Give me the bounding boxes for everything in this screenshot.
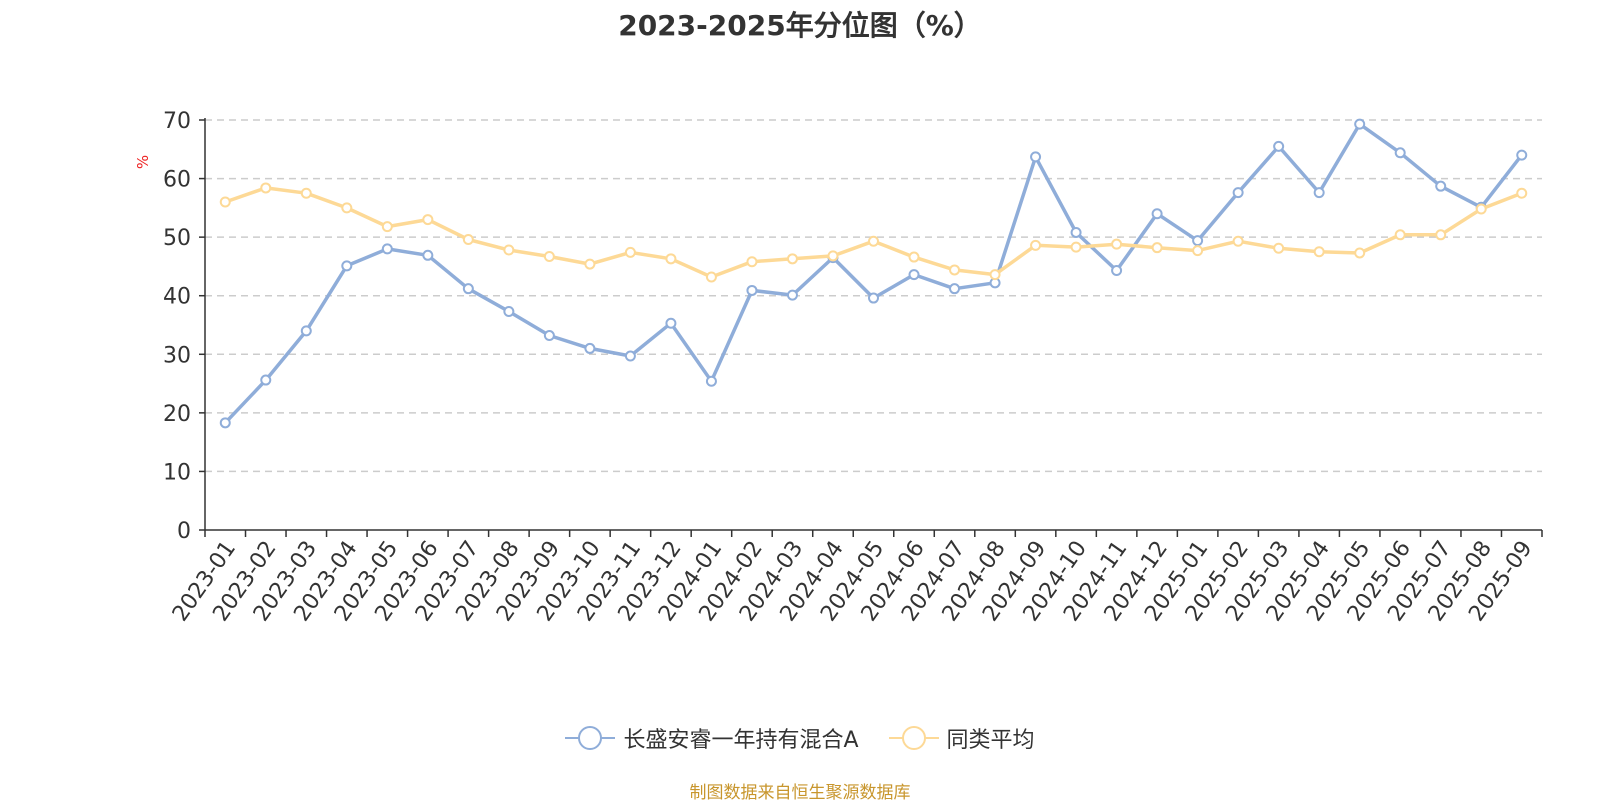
- data-point-0: [1030, 151, 1042, 163]
- data-point-0: [1273, 140, 1285, 152]
- y-tick-label: 60: [163, 168, 191, 193]
- series-line-0: [223, 122, 1524, 425]
- chart-title: 2023-2025年分位图（%）: [618, 9, 982, 42]
- data-point-0: [422, 249, 434, 261]
- data-point-1: [1435, 229, 1447, 241]
- data-point-0: [1232, 187, 1244, 199]
- data-point-1: [260, 182, 272, 194]
- legend-label-average: 同类平均: [946, 728, 1035, 753]
- data-point-0: [746, 284, 758, 296]
- legend-marker-fund: [565, 725, 616, 751]
- data-point-0: [1516, 149, 1528, 161]
- data-point-1: [786, 253, 798, 265]
- data-point-1: [1273, 242, 1285, 254]
- data-point-1: [1192, 245, 1204, 257]
- series-line-1: [223, 186, 1524, 279]
- data-point-0: [584, 342, 596, 354]
- data-point-1: [1516, 187, 1528, 199]
- data-point-0: [949, 283, 961, 295]
- data-point-1: [1232, 235, 1244, 247]
- data-point-1: [1111, 238, 1123, 250]
- line-chart: 010203040506070%2023-012023-022023-03202…: [134, 109, 1543, 626]
- data-point-0: [908, 269, 920, 281]
- data-point-1: [1475, 203, 1487, 215]
- data-point-0: [543, 330, 555, 342]
- y-axis-label: %: [134, 155, 152, 169]
- data-point-1: [949, 264, 961, 276]
- data-point-1: [1030, 239, 1042, 251]
- data-point-1: [341, 202, 353, 214]
- y-tick-label: 40: [163, 285, 191, 310]
- data-point-1: [868, 235, 879, 247]
- data-point-0: [1354, 118, 1366, 130]
- data-point-1: [381, 221, 393, 233]
- data-point-1: [1070, 241, 1082, 253]
- data-point-0: [381, 243, 393, 255]
- legend-label-fund: 长盛安睿一年持有混合A: [623, 728, 859, 753]
- data-point-0: [219, 417, 231, 429]
- legend-marker-average: [888, 725, 939, 751]
- legend-item-average[interactable]: 同类平均: [888, 722, 1035, 754]
- data-point-1: [503, 244, 515, 256]
- data-point-1: [422, 214, 434, 226]
- data-point-1: [705, 271, 717, 283]
- data-point-0: [1313, 187, 1325, 199]
- data-point-0: [260, 374, 272, 386]
- legend: 长盛安睿一年持有混合A 同类平均: [0, 722, 1600, 754]
- data-point-0: [341, 260, 353, 272]
- data-point-1: [624, 246, 636, 258]
- y-tick-label: 50: [163, 226, 191, 251]
- data-point-1: [584, 258, 596, 270]
- y-tick-label: 30: [163, 343, 191, 368]
- legend-item-fund[interactable]: 长盛安睿一年持有混合A: [565, 722, 859, 754]
- data-point-0: [1070, 226, 1082, 238]
- data-point-1: [746, 256, 758, 268]
- data-point-0: [503, 306, 515, 318]
- data-point-0: [624, 350, 636, 362]
- data-point-0: [1435, 180, 1447, 192]
- data-point-1: [1354, 247, 1366, 259]
- data-point-1: [1313, 246, 1325, 258]
- data-point-0: [665, 317, 677, 329]
- data-point-0: [1151, 208, 1163, 220]
- data-point-1: [300, 187, 312, 199]
- data-point-1: [1151, 242, 1163, 254]
- data-point-1: [989, 269, 1001, 281]
- y-tick-label: 10: [163, 460, 191, 485]
- data-point-0: [462, 283, 474, 295]
- source-note: 制图数据来自恒生聚源数据库: [689, 783, 911, 803]
- y-tick-label: 70: [163, 109, 191, 134]
- data-point-0: [1111, 265, 1123, 277]
- data-point-0: [868, 292, 879, 304]
- data-point-0: [786, 289, 798, 301]
- data-point-1: [543, 250, 555, 262]
- data-point-0: [705, 375, 717, 387]
- y-tick-label: 0: [177, 519, 191, 544]
- data-point-0: [1192, 235, 1204, 247]
- data-point-1: [219, 196, 231, 208]
- data-point-1: [462, 233, 474, 245]
- data-point-1: [1394, 229, 1406, 241]
- data-point-1: [827, 250, 839, 262]
- data-point-0: [300, 325, 312, 337]
- data-point-1: [908, 251, 920, 263]
- y-tick-label: 20: [163, 402, 191, 427]
- data-point-0: [1394, 147, 1406, 159]
- data-point-1: [665, 253, 677, 265]
